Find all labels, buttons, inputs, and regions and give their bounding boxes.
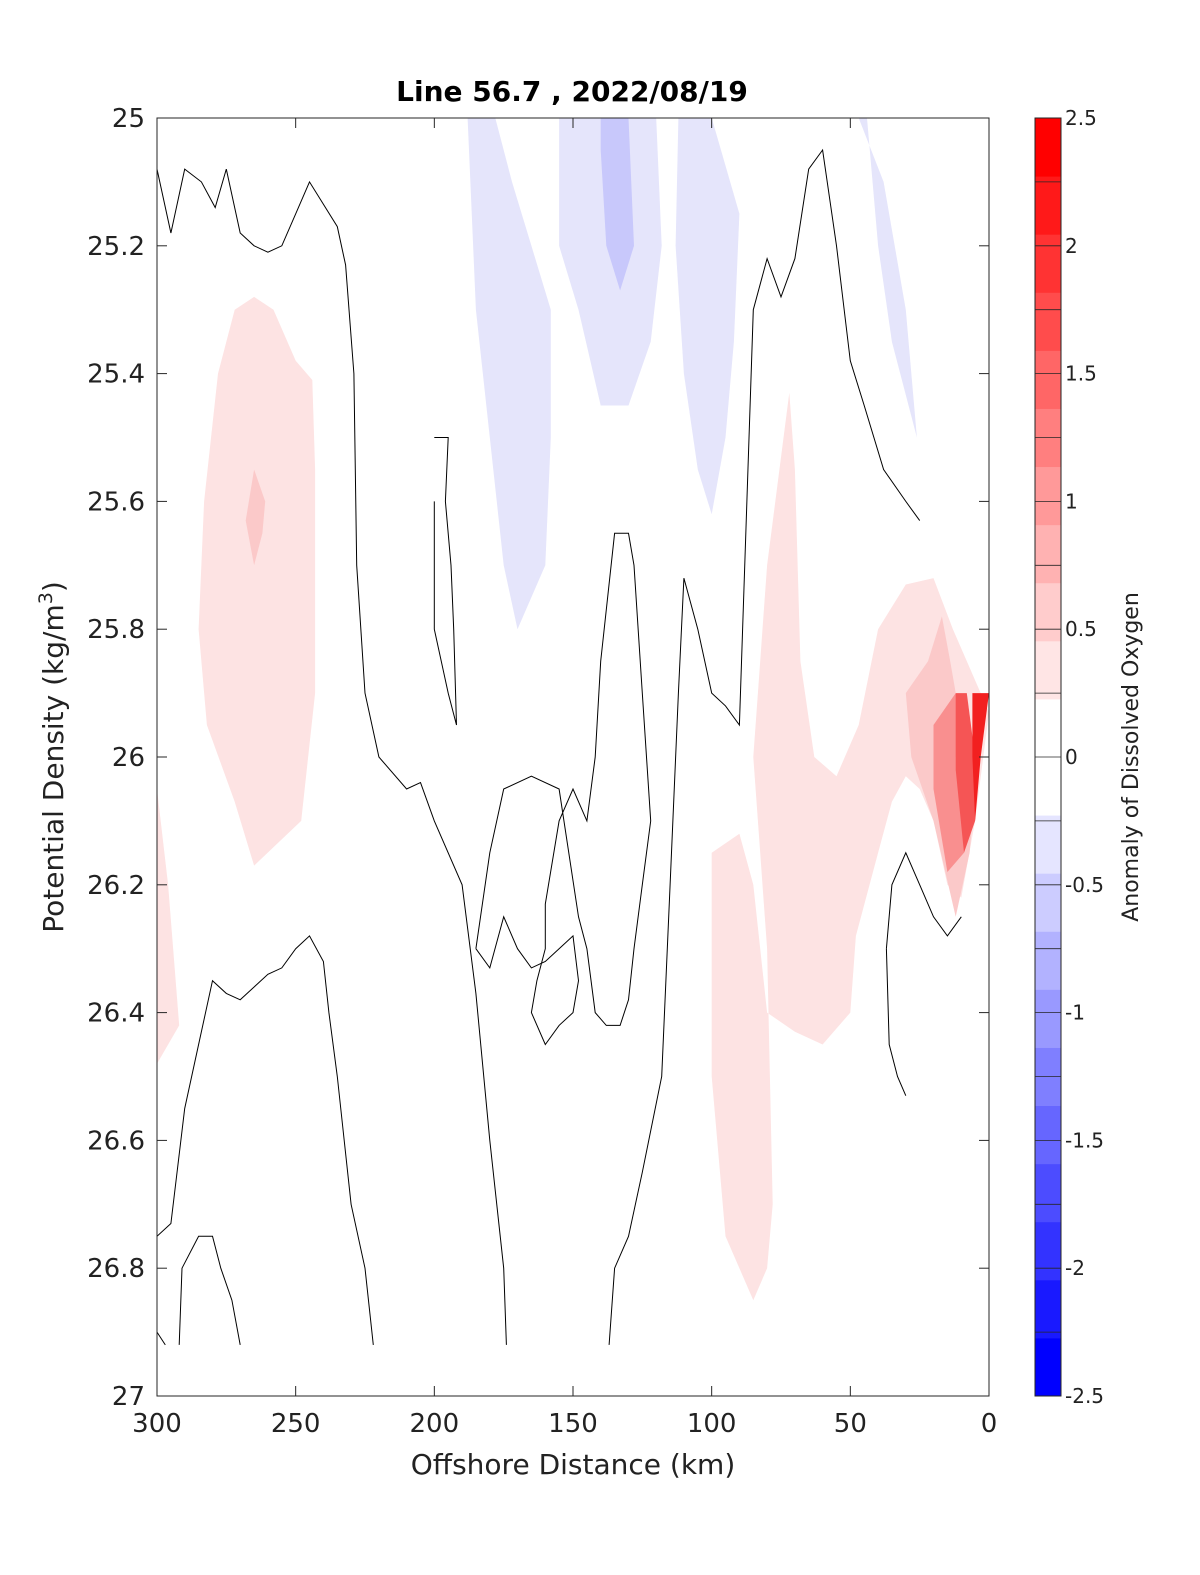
colorbar-label: Anomaly of Dissolved Oxygen	[1119, 592, 1144, 922]
colorbar-segment	[1035, 1279, 1061, 1339]
zero-contour-8	[885, 948, 907, 1096]
y-axis-ticks: 25 25.2 25.4 25.6 25.8 26 26.2 26.4 26.6 26.8 27	[87, 104, 989, 1412]
colorbar-segment	[1035, 350, 1061, 409]
filled-contour-regions	[157, 118, 989, 1301]
colorbar-segment	[1035, 989, 1061, 1048]
colorbar-tick-label: -2	[1065, 1256, 1085, 1280]
colorbar-tick-label: 0	[1065, 745, 1078, 769]
colorbar-segment	[1035, 176, 1061, 235]
y-tick-label: 25.2	[87, 232, 145, 262]
filled-region-6	[955, 693, 976, 853]
colorbar-tick-label: 1.5	[1065, 362, 1097, 386]
x-tick-label: 0	[981, 1409, 998, 1439]
x-tick-label: 50	[834, 1409, 867, 1439]
colorbar-tick-label: -1.5	[1065, 1128, 1104, 1152]
colorbar-segment	[1035, 466, 1061, 526]
colorbar-segment	[1035, 1337, 1061, 1397]
y-tick-label: 26.4	[87, 999, 145, 1029]
y-tick-label: 25	[112, 104, 145, 134]
colorbar-segment	[1035, 524, 1061, 584]
y-axis-label-close: )	[37, 581, 70, 592]
colorbar-tick-label: 1	[1065, 489, 1078, 513]
colorbar-segment	[1035, 931, 1061, 990]
y-tick-label: 25.6	[87, 487, 145, 517]
colorbar-tick-label: -1	[1065, 1001, 1085, 1025]
x-tick-label: 300	[132, 1409, 182, 1439]
zero-contour-3	[178, 1235, 241, 1345]
filled-region-11	[675, 118, 740, 515]
colorbar-tick-label: 0.5	[1065, 617, 1097, 641]
zero-contour-4	[433, 437, 457, 726]
colorbar-segment	[1035, 757, 1061, 816]
zero-contour-1	[157, 935, 374, 1345]
colorbar-tick-label: -2.5	[1065, 1384, 1104, 1408]
y-tick-label: 26	[112, 743, 145, 773]
x-axis-ticks: 300 250 200 150 100 50 0	[132, 118, 997, 1439]
y-axis-label-superscript: 3	[35, 592, 57, 604]
colorbar-segment	[1035, 234, 1061, 293]
x-tick-label: 250	[271, 1409, 321, 1439]
y-tick-label: 26.8	[87, 1254, 145, 1284]
y-axis-label: Potential Density (kg/m3)	[35, 581, 70, 933]
filled-region-10	[600, 118, 634, 291]
colorbar-segment	[1035, 815, 1061, 874]
y-tick-label: 25.4	[87, 360, 145, 390]
colorbar: -2.5 -2 -1.5 -1 -0.5 0 0.5 1 1.5 2 2.5	[1034, 106, 1104, 1408]
filled-region-0	[198, 296, 316, 866]
colorbar-segment	[1035, 1221, 1061, 1281]
colorbar-tick-label: 2.5	[1065, 106, 1097, 130]
colorbar-segment	[1035, 582, 1061, 642]
colorbar-tick-label: 2	[1065, 234, 1078, 258]
x-tick-label: 100	[687, 1409, 737, 1439]
colorbar-frame	[1034, 117, 1062, 1397]
filled-region-9	[559, 118, 662, 406]
y-tick-label: 26.6	[87, 1126, 145, 1156]
x-axis-label: Offshore Distance (km)	[411, 1448, 736, 1481]
zero-contour-lines	[157, 148, 962, 1346]
x-tick-label: 150	[548, 1409, 598, 1439]
zero-contour-6	[608, 148, 921, 1345]
filled-region-1	[245, 469, 266, 566]
zero-contour-0	[157, 168, 507, 1345]
colorbar-segment	[1035, 1163, 1061, 1223]
filled-region-12	[858, 118, 917, 438]
colorbar-segment	[1035, 698, 1061, 758]
zero-contour-5	[475, 532, 652, 1046]
y-tick-label: 27	[112, 1382, 145, 1412]
colorbar-tick-label: -0.5	[1065, 873, 1104, 897]
colorbar-segment	[1035, 118, 1061, 177]
colorbar-segment	[1035, 640, 1061, 700]
colorbar-segment	[1035, 292, 1061, 351]
chart-title: Line 56.7 , 2022/08/19	[396, 75, 748, 108]
x-tick-label: 200	[410, 1409, 460, 1439]
colorbar-segment	[1035, 873, 1061, 932]
zero-contour-7	[885, 851, 962, 949]
y-tick-label: 25.8	[87, 615, 145, 645]
filled-region-2	[157, 789, 180, 1064]
zero-contour-2	[157, 1331, 166, 1346]
colorbar-segment	[1035, 1105, 1061, 1165]
y-axis-label-main: Potential Density (kg/m	[37, 604, 70, 933]
filled-region-8	[467, 118, 551, 630]
filled-region-3	[711, 392, 989, 1301]
y-tick-label: 26.2	[87, 871, 145, 901]
